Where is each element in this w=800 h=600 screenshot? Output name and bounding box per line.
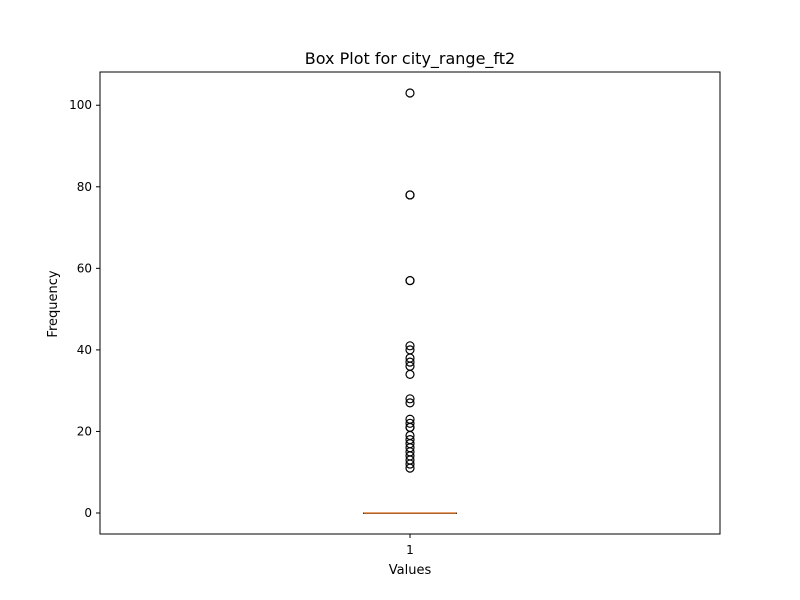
y-tick-label: 60 [77, 261, 92, 275]
outlier-point [405, 418, 415, 428]
outlier-point [405, 398, 415, 408]
outlier-point [405, 341, 415, 351]
outlier-point [405, 459, 415, 469]
y-tick-label: 100 [69, 98, 92, 112]
y-tick-label: 80 [77, 180, 92, 194]
chart-title: Box Plot for city_range_ft2 [305, 49, 515, 69]
y-tick-label: 40 [77, 343, 92, 357]
outlier-point [405, 394, 415, 404]
y-tick-label: 0 [84, 506, 92, 520]
y-tick-label: 20 [77, 424, 92, 438]
x-axis-label: Values [389, 563, 432, 578]
plot-frame [99, 71, 721, 535]
outlier-point [405, 463, 415, 473]
outlier-point [405, 357, 415, 367]
y-axis-label: Frequency [46, 270, 61, 337]
outlier-point [405, 190, 415, 200]
x-tick-label: 1 [406, 543, 414, 557]
outlier-point [405, 369, 415, 379]
outlier-point [405, 275, 415, 286]
outlier-point [405, 88, 415, 98]
plot-area: 0 20 40 60 80 100 1 [69, 88, 457, 557]
